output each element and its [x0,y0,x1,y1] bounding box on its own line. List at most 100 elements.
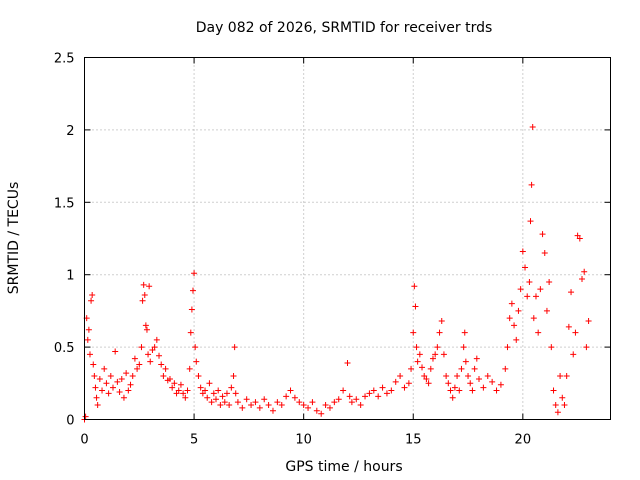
data-point [522,264,529,271]
chart-title: Day 082 of 2026, SRMTID for receiver trd… [196,20,493,36]
data-point [252,399,259,406]
data-point [451,384,458,391]
data-point [559,394,566,401]
y-tick-label: 0.5 [54,341,75,356]
data-point [443,373,450,380]
data-point [388,387,395,394]
data-point [489,378,496,385]
data-point [296,399,303,406]
data-point [583,344,590,351]
data-point [465,373,472,380]
data-point [228,384,235,391]
data-point [217,402,224,409]
data-point [116,388,123,395]
data-point [318,410,325,417]
data-point [462,358,469,365]
data-point [346,393,353,400]
data-point [383,390,390,397]
data-point [151,344,158,351]
data-point [91,373,98,380]
data-point [147,358,154,365]
y-tick-label: 1 [66,269,74,284]
data-point [313,407,320,414]
data-point [261,396,268,403]
data-point [82,413,89,420]
data-point [445,380,452,387]
data-point [506,315,513,322]
data-point [476,375,482,382]
data-point [335,396,342,403]
data-point [158,361,165,368]
data-point [515,307,522,314]
data-point [427,365,434,372]
y-tick-label: 1.5 [54,196,75,211]
data-point [530,315,537,322]
y-tick-label: 0 [66,414,74,429]
data-point [366,390,373,397]
data-point [123,370,130,377]
data-point [107,373,114,380]
data-point [141,291,148,298]
data-point [546,278,553,285]
data-point [563,373,570,380]
data-point [265,402,272,409]
data-point [447,387,454,394]
data-point [278,402,285,409]
data-point [405,380,412,387]
data-point [221,399,228,406]
x-tick-label: 10 [295,433,312,448]
data-point [131,355,138,362]
data-point [469,387,476,394]
x-axis-label: GPS time / hours [285,459,402,475]
data-point [197,384,204,391]
data-point [160,373,167,380]
data-point [145,351,152,358]
data-point [192,344,199,351]
data-point [269,407,276,414]
data-point [210,390,217,397]
data-point [127,381,134,388]
data-point [414,358,421,365]
data-point [99,387,106,394]
data-point [456,387,463,394]
data-point [187,329,194,336]
data-point [561,402,568,409]
data-point [379,384,386,391]
data-point [504,344,511,351]
data-point [537,286,544,293]
x-tick-label: 0 [80,433,88,448]
data-point [467,380,474,387]
data-point [89,291,96,298]
data-point [248,402,255,409]
data-point [134,365,141,372]
data-point [103,380,110,387]
data-point [392,378,399,385]
y-tick-label: 2 [66,124,74,139]
data-point [529,124,536,131]
data-point [101,365,108,372]
data-point [142,322,149,329]
data-point [287,387,294,394]
data-point [202,387,209,394]
data-point [541,249,548,256]
data-point [519,248,526,255]
data-point [527,218,534,225]
data-point [458,365,465,372]
data-point [231,344,238,351]
ticks [84,57,611,420]
data-point [557,373,564,380]
y-tick-label: 2.5 [54,52,75,67]
data-point [548,344,555,351]
data-point [232,390,239,397]
data-point [471,365,478,372]
data-point [413,344,420,351]
data-point [204,394,211,401]
data-point [408,365,415,372]
data-point [184,387,191,394]
data-point [239,404,246,411]
data-point [213,396,219,403]
data-point [177,381,184,388]
data-point [169,384,176,391]
data-point [401,384,408,391]
data-point [568,289,575,296]
